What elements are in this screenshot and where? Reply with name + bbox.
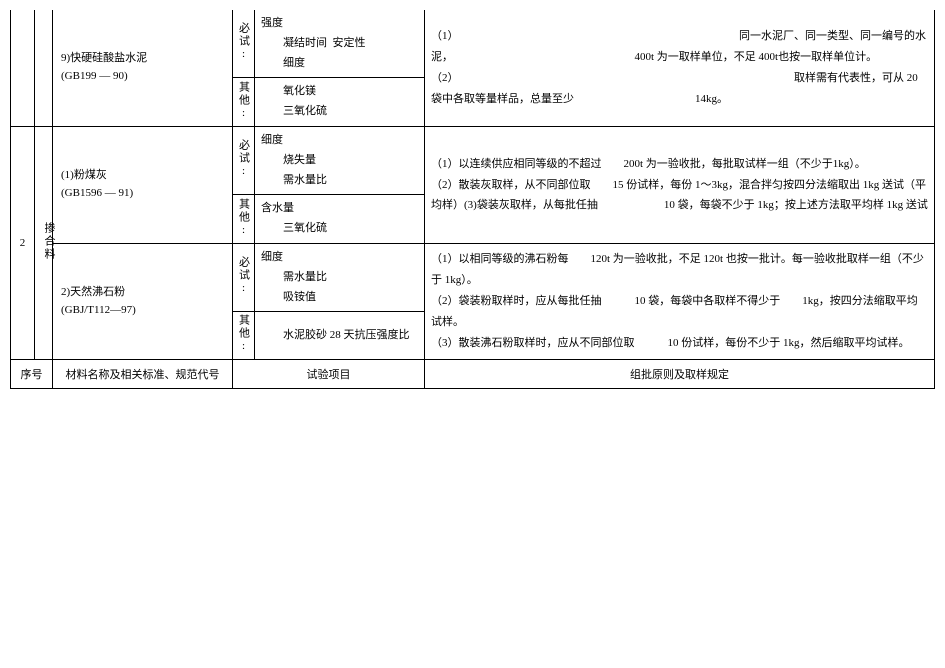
table-row: 2)天然沸石粉 (GBJ/T112—97) 必试: 细度 需水量比 吸铵值 （1…	[11, 243, 935, 311]
material-cell: 2)天然沸石粉 (GBJ/T112—97)	[53, 243, 233, 359]
table-row: 9)快硬硅酸盐水泥 (GB199 — 90) 必试: 强度 凝结时间 安定性 细…	[11, 10, 935, 78]
material-cell: (1)粉煤灰 (GB1596 — 91)	[53, 126, 233, 243]
rules-cell: （1）以连续供应相同等级的不超过 200t 为一验收批，每批取试样一组（不少于1…	[425, 126, 935, 243]
header-test: 试验项目	[233, 360, 425, 389]
header-seq: 序号	[11, 360, 53, 389]
table-header-row: 序号 材料名称及相关标准、规范代号 试验项目 组批原则及取样规定	[11, 360, 935, 389]
required-label: 必试:	[233, 126, 255, 194]
required-tests: 强度 凝结时间 安定性 细度	[255, 10, 425, 78]
material-code: (GBJ/T112—97)	[61, 304, 136, 316]
seq-cell: 2	[11, 126, 35, 359]
other-label: 其他:	[233, 78, 255, 127]
other-label: 其他:	[233, 312, 255, 360]
category-cell	[35, 10, 53, 126]
material-name: 9)快硬硅酸盐水泥	[61, 52, 147, 64]
materials-table: 9)快硬硅酸盐水泥 (GB199 — 90) 必试: 强度 凝结时间 安定性 细…	[10, 10, 935, 389]
header-material: 材料名称及相关标准、规范代号	[53, 360, 233, 389]
material-cell: 9)快硬硅酸盐水泥 (GB199 — 90)	[53, 10, 233, 126]
rules-cell: （1）以相同等级的沸石粉每 120t 为一验收批，不足 120t 也按一批计。每…	[425, 243, 935, 359]
required-label: 必试:	[233, 243, 255, 311]
other-tests: 含水量 三氧化硫	[255, 195, 425, 244]
material-code: (GB199 — 90)	[61, 70, 128, 82]
material-code: (GB1596 — 91)	[61, 187, 133, 199]
material-name: 2)天然沸石粉	[61, 286, 125, 298]
category-cell: 掺合料	[35, 126, 53, 359]
page-container: 9)快硬硅酸盐水泥 (GB199 — 90) 必试: 强度 凝结时间 安定性 细…	[10, 10, 935, 389]
required-tests: 细度 烧失量 需水量比	[255, 126, 425, 194]
required-label: 必试:	[233, 10, 255, 78]
rules-cell: （1） 同一水泥厂、同一类型、同一编号的水泥， 400t 为一取样单位，不足 4…	[425, 10, 935, 126]
other-tests: 氧化镁 三氧化硫	[255, 78, 425, 127]
required-tests: 细度 需水量比 吸铵值	[255, 243, 425, 311]
other-label: 其他:	[233, 195, 255, 244]
header-rules: 组批原则及取样规定	[425, 360, 935, 389]
table-row: 2 掺合料 (1)粉煤灰 (GB1596 — 91) 必试: 细度 烧失量 需水…	[11, 126, 935, 194]
material-name: (1)粉煤灰	[61, 169, 107, 181]
other-tests: 水泥胶砂 28 天抗压强度比	[255, 312, 425, 360]
seq-cell	[11, 10, 35, 126]
